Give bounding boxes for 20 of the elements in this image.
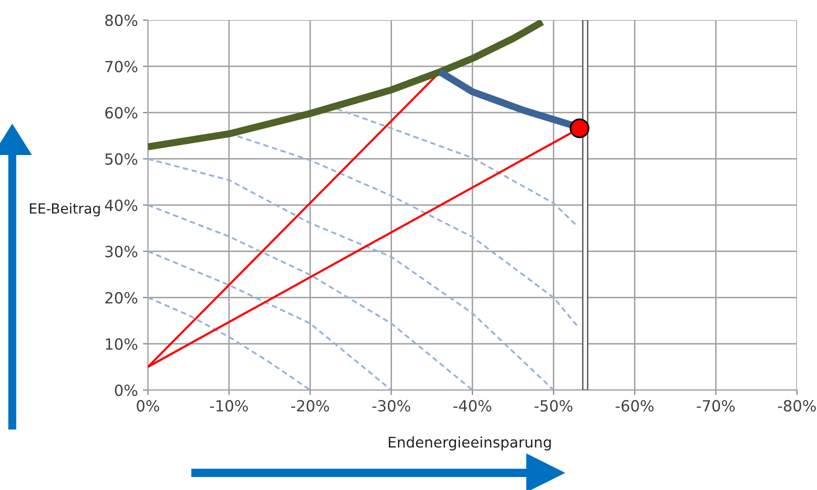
x-tick-label: -10% [210, 400, 248, 412]
x-tick-label: -70% [696, 400, 735, 412]
x-tick-label: -50% [534, 400, 572, 412]
y-tick-label: 10% [106, 338, 138, 350]
y-axis-title: EE-Beitrag [30, 202, 100, 216]
x-axis-title: Endenergieeinsparung [388, 436, 551, 451]
y-tick-label: 60% [105, 107, 138, 119]
x-tick-label: -80% [778, 400, 816, 412]
x-tick-label: -40% [453, 400, 492, 412]
y-tick-label: 70% [105, 60, 138, 72]
x-tick-label: -60% [616, 400, 654, 412]
y-tick-label: 30% [105, 246, 138, 258]
y-tick-label: 0% [114, 384, 138, 396]
x-tick-label: 0% [136, 400, 160, 412]
x-tick-label: -20% [291, 400, 330, 412]
x-tick-label: -30% [372, 400, 410, 412]
y-tick-label: 20% [105, 292, 138, 304]
y-tick-label: 80% [105, 14, 138, 26]
y-tick-label: 50% [105, 153, 138, 165]
y-tick-label: 40% [104, 200, 138, 212]
